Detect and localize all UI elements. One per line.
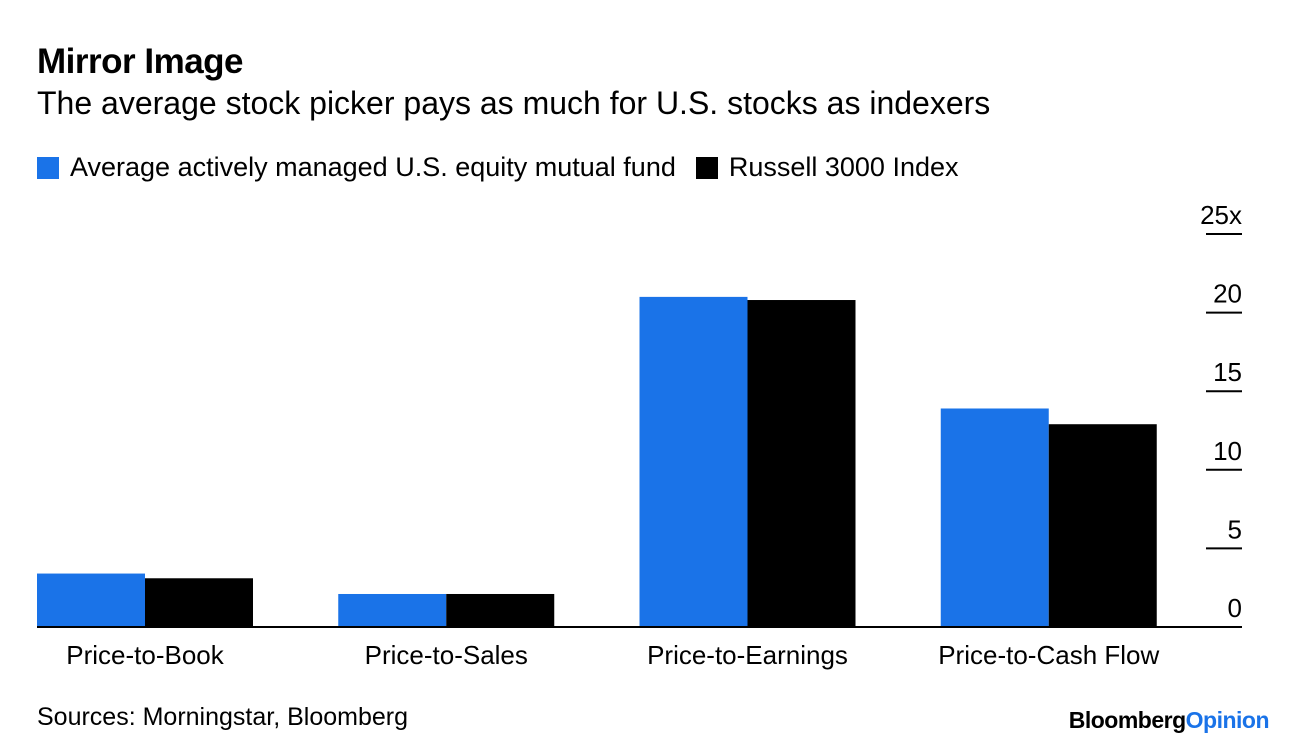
bar-russell-3000 <box>747 300 856 627</box>
y-tick-label: 10 <box>1213 436 1242 466</box>
legend-item-active-fund: Average actively managed U.S. equity mut… <box>37 152 676 183</box>
x-tick-label: Price-to-Book <box>66 640 224 670</box>
bar-active-fund <box>338 593 447 627</box>
brand-logo: BloombergOpinion <box>1068 707 1270 734</box>
bar-russell-3000 <box>446 593 555 627</box>
legend-swatch-russell-3000 <box>695 156 718 179</box>
legend-item-russell-3000: Russell 3000 Index <box>695 152 959 183</box>
source-note: Sources: Morningstar, Bloomberg <box>37 703 409 731</box>
y-tick-label: 15 <box>1213 357 1242 387</box>
legend-label-russell-3000: Russell 3000 Index <box>728 152 959 182</box>
brand-opinion: Opinion <box>1185 707 1270 733</box>
legend-label-active-fund: Average actively managed U.S. equity mut… <box>70 152 676 182</box>
x-tick-label: Price-to-Sales <box>365 640 528 670</box>
bar-active-fund <box>639 296 748 627</box>
x-tick-label: Price-to-Earnings <box>647 640 848 670</box>
x-tick-label: Price-to-Cash Flow <box>938 640 1159 670</box>
legend: Average actively managed U.S. equity mut… <box>37 152 979 183</box>
bar-russell-3000 <box>1048 424 1157 627</box>
y-tick-label: 20 <box>1213 279 1242 309</box>
bar-russell-3000 <box>145 578 253 627</box>
brand-bloomberg: Bloomberg <box>1068 707 1186 733</box>
bar-active-fund <box>37 573 145 627</box>
chart-title: Mirror Image <box>37 42 244 81</box>
y-tick-label: 25x <box>1200 200 1242 230</box>
y-tick-label: 5 <box>1228 514 1242 544</box>
chart-subtitle: The average stock picker pays as much fo… <box>37 85 991 121</box>
bar-active-fund <box>940 408 1049 627</box>
legend-swatch-active-fund <box>37 156 59 179</box>
y-tick-label: 0 <box>1228 593 1242 623</box>
